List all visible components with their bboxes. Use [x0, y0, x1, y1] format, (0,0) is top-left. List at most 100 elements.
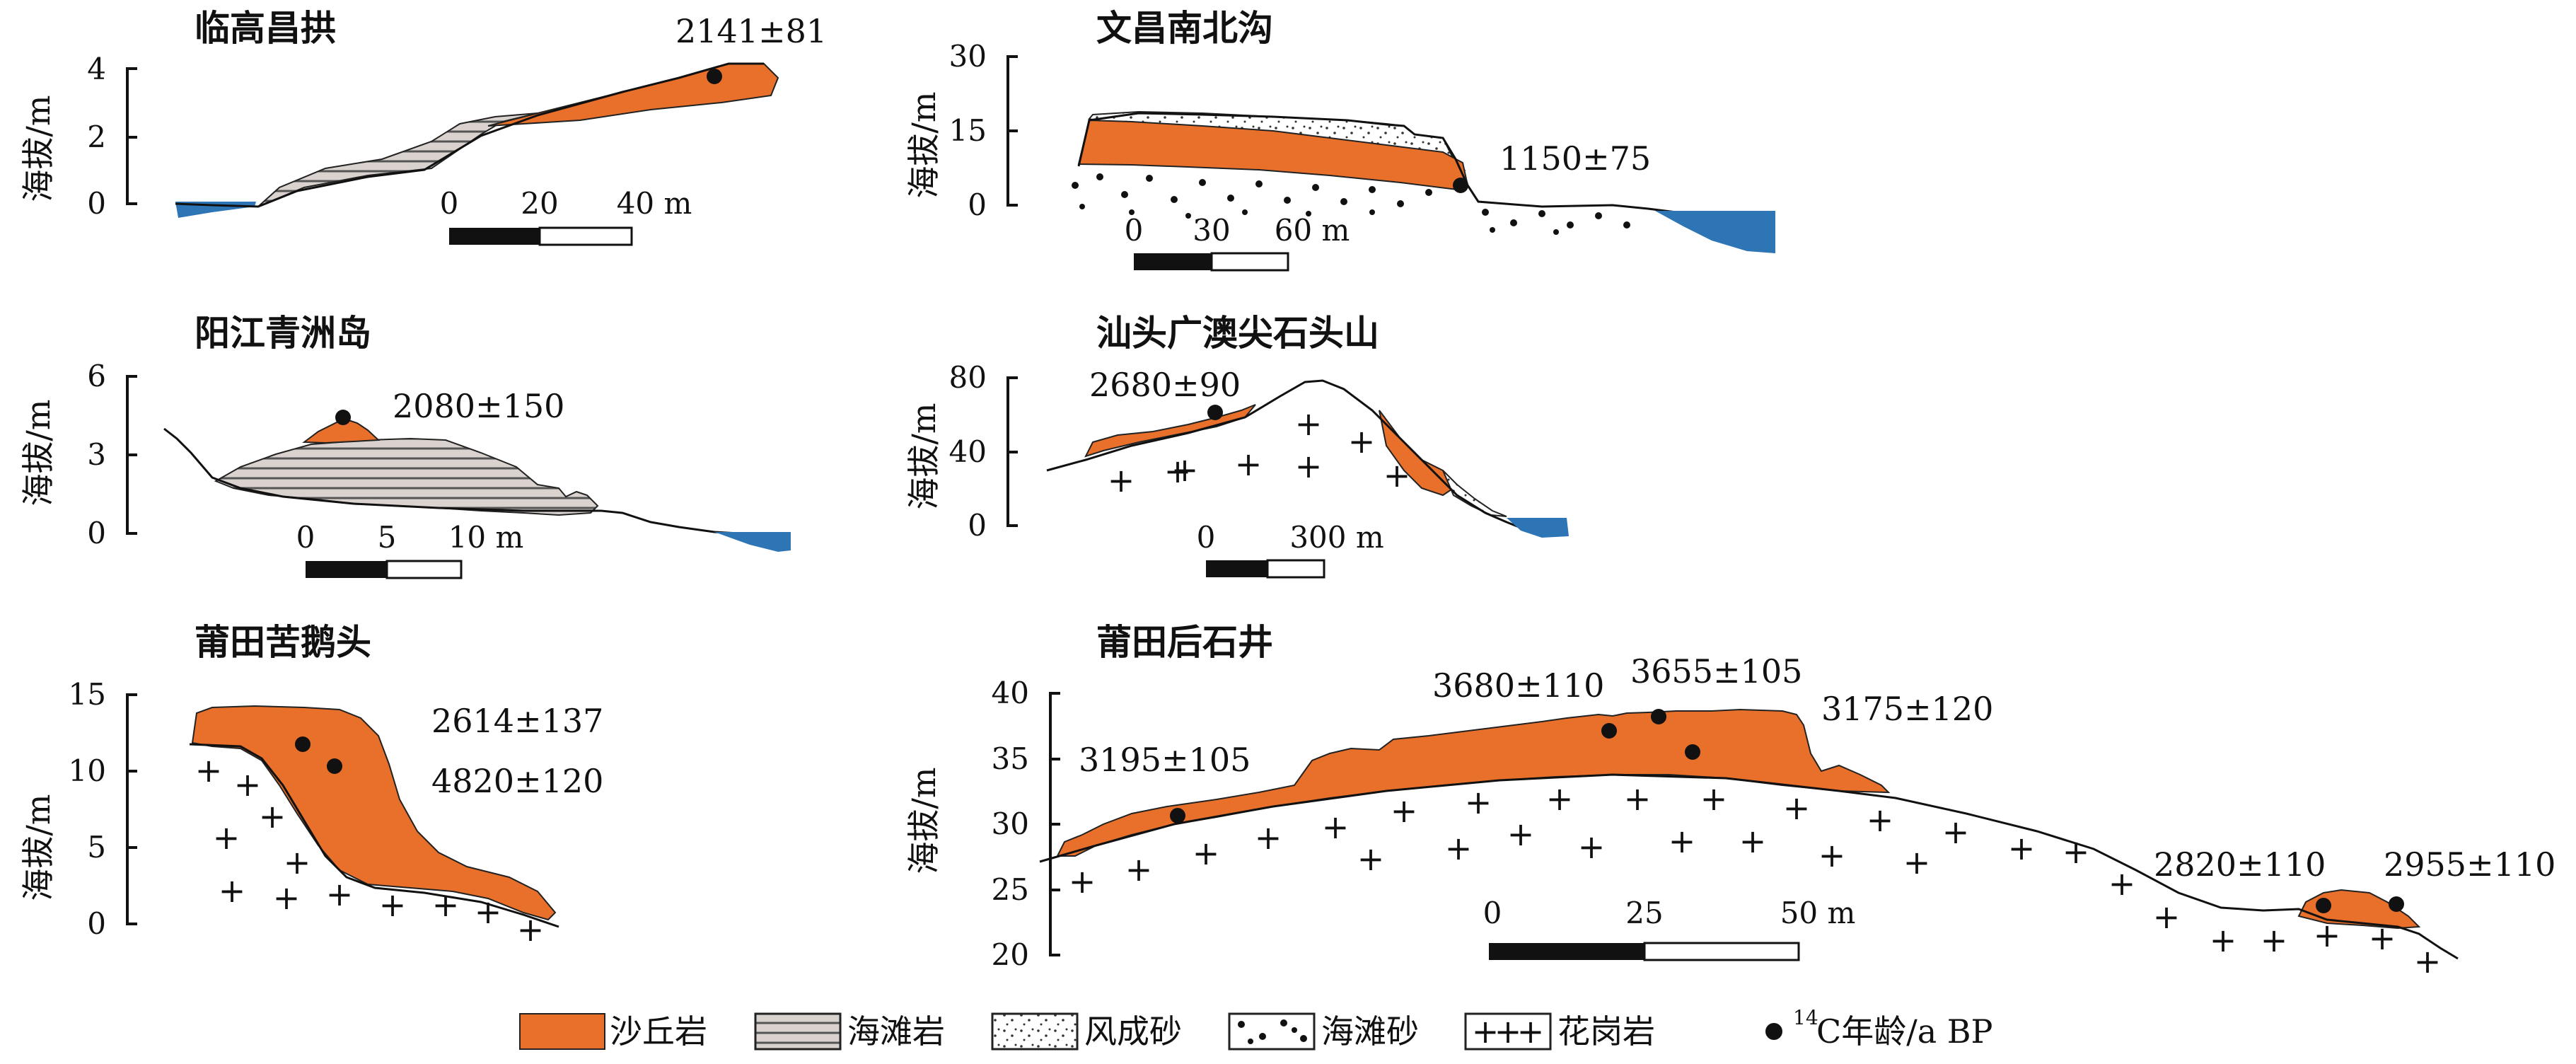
panel-putian-houshijing: 莆田后石井 海拔/m 40 35 30 25 20 3195±105 3680±… — [905, 621, 2555, 981]
beach-sand-dots — [1072, 173, 1630, 235]
y-axis-label: 海拔/m — [905, 403, 943, 509]
svg-text:+: + — [2210, 921, 2237, 959]
y-tick-label: 15 — [949, 113, 987, 148]
svg-text:+: + — [1818, 836, 1846, 874]
y-tick-label: 0 — [87, 906, 106, 941]
legend-granite-plus: + — [1517, 1012, 1545, 1051]
svg-text:+: + — [1942, 813, 1970, 851]
svg-text:+: + — [2008, 829, 2036, 867]
svg-text:+: + — [1783, 789, 1811, 827]
svg-text:+: + — [1125, 850, 1153, 889]
panel-putian-kuetou: 莆田苦鹅头 海拔/m 15 10 5 0 2614±137 4820±120 +… — [19, 621, 603, 949]
c14-age-label: 3655±105 — [1630, 652, 1802, 690]
svg-text:+: + — [213, 819, 240, 857]
scale-bar-white — [385, 560, 463, 579]
scale-label: 50 m — [1780, 896, 1856, 930]
svg-text:+: + — [219, 872, 246, 910]
svg-text:+: + — [1295, 405, 1323, 443]
granite-symbols: + + + + + + + + + + + + — [195, 751, 545, 949]
c14-sample-point — [335, 410, 351, 425]
ground-profile — [163, 427, 765, 536]
y-tick-label: 20 — [992, 937, 1029, 972]
svg-text:+: + — [1465, 783, 1492, 821]
y-tick-label: 40 — [992, 676, 1029, 710]
dune-rock-layer — [302, 418, 381, 444]
svg-text:+: + — [2314, 916, 2341, 954]
scale-bar-white — [1210, 252, 1289, 272]
y-axis-label: 海拔/m — [19, 794, 57, 901]
y-tick-label: 0 — [87, 516, 106, 550]
c14-age-label: 2080±150 — [393, 387, 564, 425]
c14-age-label: 2141±81 — [675, 12, 827, 50]
y-axis-label: 海拔/m — [905, 767, 943, 874]
panel-lingao-changgong: 临高昌拱 海拔/m 4 2 0 2141±81 0 20 40 m — [19, 7, 827, 246]
c14-sample-point — [1170, 808, 1185, 823]
svg-text:+: + — [1348, 422, 1376, 461]
y-tick-label: 35 — [992, 741, 1029, 776]
svg-text:+: + — [1391, 792, 1418, 830]
y-tick-label: 0 — [87, 186, 106, 221]
y-tick-label: 3 — [87, 437, 106, 472]
panel-wenchang-nanbeigou: 文昌南北沟 海拔/m 30 15 0 1150±75 0 30 60 m — [905, 7, 1775, 272]
y-tick-label: 5 — [87, 830, 106, 865]
c14-age-label: 2820±110 — [2154, 845, 2326, 884]
svg-text:+: + — [1235, 445, 1263, 483]
c14-age-label: 2955±110 — [2384, 845, 2555, 884]
scale-label: 5 — [378, 520, 397, 555]
c14-sample-point — [1453, 178, 1468, 193]
svg-text:+: + — [1193, 834, 1220, 872]
scale-label: 0 — [1197, 520, 1216, 555]
granite-symbols: + + + + + + + + + + + + + + + + + + + + … — [1069, 780, 2442, 981]
scale-label: 10 m — [448, 520, 524, 555]
scale-bar-black — [1134, 253, 1212, 270]
scale-label: 0 — [296, 520, 315, 555]
scale-bar-white — [1643, 942, 1800, 961]
svg-text:+: + — [2261, 921, 2288, 959]
scale-bar-white — [1266, 559, 1325, 579]
svg-text:+: + — [2062, 833, 2090, 871]
scale-label: 0 — [1483, 896, 1502, 930]
granite-symbols: + + + + + + + + — [1108, 405, 1411, 499]
legend-label-granite: 花岗岩 — [1557, 1012, 1655, 1051]
panel-shantou-jianshitoushan: 汕头广澳尖石头山 海拔/m 80 40 0 2680±90 0 300 m + … — [905, 312, 1569, 579]
y-tick-label: 0 — [968, 187, 987, 222]
y-tick-label: 40 — [949, 434, 987, 469]
panel-yangjiang-qingzhoudao: 阳江青洲岛 海拔/m 6 3 0 2080±150 0 5 10 m — [19, 312, 791, 579]
legend-label-beach-sand: 海滩砂 — [1321, 1012, 1419, 1051]
legend-granite-plus: + — [1495, 1012, 1522, 1051]
y-tick-label: 2 — [87, 120, 106, 154]
svg-text:+: + — [1903, 843, 1931, 881]
c14-age-label: 1150±75 — [1499, 139, 1651, 178]
beach-rock-layer — [214, 437, 599, 516]
sea-water — [714, 532, 791, 552]
svg-text:+: + — [1295, 447, 1323, 485]
svg-text:+: + — [1357, 840, 1385, 878]
panel-title: 莆田苦鹅头 — [195, 621, 371, 663]
scale-label: 0 — [1125, 213, 1144, 248]
legend-swatch-beach-sand — [1228, 1012, 1316, 1051]
svg-text:+: + — [379, 886, 407, 924]
y-tick-label: 25 — [992, 872, 1029, 907]
ground-profile — [175, 62, 764, 208]
y-tick-label: 30 — [992, 806, 1029, 841]
c14-sample-point — [2389, 896, 2404, 912]
y-tick-label: 30 — [949, 39, 987, 74]
legend-c14-dot — [1765, 1023, 1782, 1040]
legend-label-c14-age: C年龄/a BP — [1816, 1012, 1993, 1051]
svg-text:+: + — [432, 886, 460, 924]
y-axis-label: 海拔/m — [905, 91, 943, 198]
panel-title: 汕头广澳尖石头山 — [1096, 312, 1379, 354]
ground-profile — [189, 743, 559, 928]
scale-label: 40 m — [617, 186, 692, 221]
c14-sample-point — [327, 758, 342, 774]
legend-swatch-beach-rock — [754, 1012, 842, 1051]
svg-text:+: + — [1322, 808, 1350, 846]
c14-age-label: 3680±110 — [1432, 666, 1604, 705]
scale-label: 20 — [521, 186, 558, 221]
y-tick-label: 10 — [69, 753, 106, 788]
dune-rock-layer-left — [1084, 404, 1256, 458]
beach-rock-layer — [257, 112, 538, 207]
scale-label: 25 — [1625, 896, 1663, 930]
legend-c14-superscript: 14 — [1793, 1006, 1818, 1029]
svg-text:+: + — [517, 910, 545, 949]
